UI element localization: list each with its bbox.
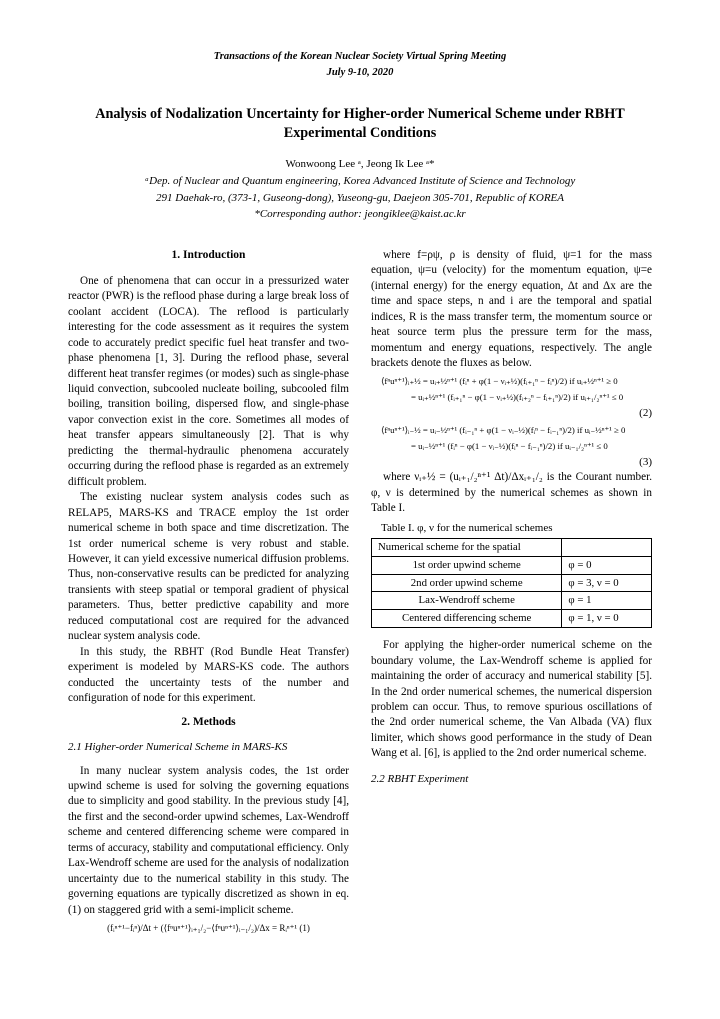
table-header-right — [562, 538, 652, 556]
table-cell: φ = 1, ν = 0 — [562, 610, 652, 628]
table-cell: 2nd order upwind scheme — [372, 574, 562, 592]
table-1-caption: Table I. φ, ν for the numerical schemes — [381, 521, 652, 536]
address: 291 Daehak-ro, (373-1, Guseong-dong), Yu… — [68, 191, 652, 206]
right-column: where f=ρψ, ρ is density of fluid, ψ=1 f… — [371, 240, 652, 939]
paper-title: Analysis of Nodalization Uncertainty for… — [68, 105, 652, 143]
table-1: Numerical scheme for the spatial 1st ord… — [371, 538, 652, 628]
header-transactions: Transactions of the Korean Nuclear Socie… — [68, 50, 652, 64]
equation-2-number: (2) — [371, 406, 652, 421]
intro-para-3: In this study, the RBHT (Rod Bundle Heat… — [68, 645, 349, 707]
sub-2-1-heading: 2.1 Higher-order Numerical Scheme in MAR… — [68, 740, 349, 755]
sub-2-2-heading: 2.2 RBHT Experiment — [371, 772, 652, 787]
table-row: Lax-Wendroff scheme φ = 1 — [372, 592, 652, 610]
equation-3b: = uᵢ₋½ⁿ⁺¹ (fᵢⁿ − φ(1 − νᵢ₋½)(fᵢⁿ − fᵢ₋₁ⁿ… — [411, 439, 652, 453]
table-cell: Lax-Wendroff scheme — [372, 592, 562, 610]
authors: Wonwoong Lee ᵃ, Jeong Ik Lee ᵃ* — [68, 157, 652, 172]
two-column-layout: 1. Introduction One of phenomena that ca… — [68, 240, 652, 939]
table-cell: φ = 0 — [562, 556, 652, 574]
left-column: 1. Introduction One of phenomena that ca… — [68, 240, 349, 939]
corresponding-author: *Corresponding author: jeongiklee@kaist.… — [68, 207, 652, 222]
section-1-heading: 1. Introduction — [68, 248, 349, 264]
table-header-left: Numerical scheme for the spatial — [372, 538, 562, 556]
equation-3a: ⟨fⁿuⁿ⁺¹⟩ᵢ₋½ = uᵢ₋½ⁿ⁺¹ (fᵢ₋₁ⁿ + φ(1 − νᵢ₋… — [381, 423, 652, 437]
intro-para-1: One of phenomena that can occur in a pre… — [68, 274, 349, 490]
equation-2b: = uᵢ₊½ⁿ⁺¹ (fᵢ₊₁ⁿ − φ(1 − νᵢ₊½)(fᵢ₊₂ⁿ − f… — [411, 390, 652, 404]
table-cell: φ = 1 — [562, 592, 652, 610]
section-2-heading: 2. Methods — [68, 715, 349, 731]
table-cell: 1st order upwind scheme — [372, 556, 562, 574]
equation-2a: ⟨fⁿuⁿ⁺¹⟩ᵢ₊½ = uᵢ₊½ⁿ⁺¹ (fᵢⁿ + φ(1 − νᵢ₊½)… — [381, 374, 652, 388]
table-row: 2nd order upwind scheme φ = 3, ν = 0 — [372, 574, 652, 592]
table-cell: φ = 3, ν = 0 — [562, 574, 652, 592]
methods-para-1: In many nuclear system analysis codes, t… — [68, 764, 349, 919]
table-row: 1st order upwind scheme φ = 0 — [372, 556, 652, 574]
intro-para-2: The existing nuclear system analysis cod… — [68, 490, 349, 645]
col2-para-2: where νᵢ₊½ = (uᵢ₊₁/₂ⁿ⁺¹ Δt)/Δxᵢ₊₁/₂ is t… — [371, 470, 652, 516]
header-date: July 9-10, 2020 — [68, 66, 652, 80]
equation-1: (fᵢⁿ⁺¹−fᵢⁿ)/Δt + (⟨fⁿuⁿ⁺¹⟩ᵢ₊₁/₂−⟨fⁿuⁿ⁺¹⟩… — [68, 922, 349, 934]
affiliation: ᵃDep. of Nuclear and Quantum engineering… — [68, 174, 652, 189]
equation-3-number: (3) — [371, 455, 652, 470]
table-cell: Centered differencing scheme — [372, 610, 562, 628]
col2-para-1: where f=ρψ, ρ is density of fluid, ψ=1 f… — [371, 248, 652, 372]
table-row: Centered differencing scheme φ = 1, ν = … — [372, 610, 652, 628]
col2-para-3: For applying the higher-order numerical … — [371, 638, 652, 762]
